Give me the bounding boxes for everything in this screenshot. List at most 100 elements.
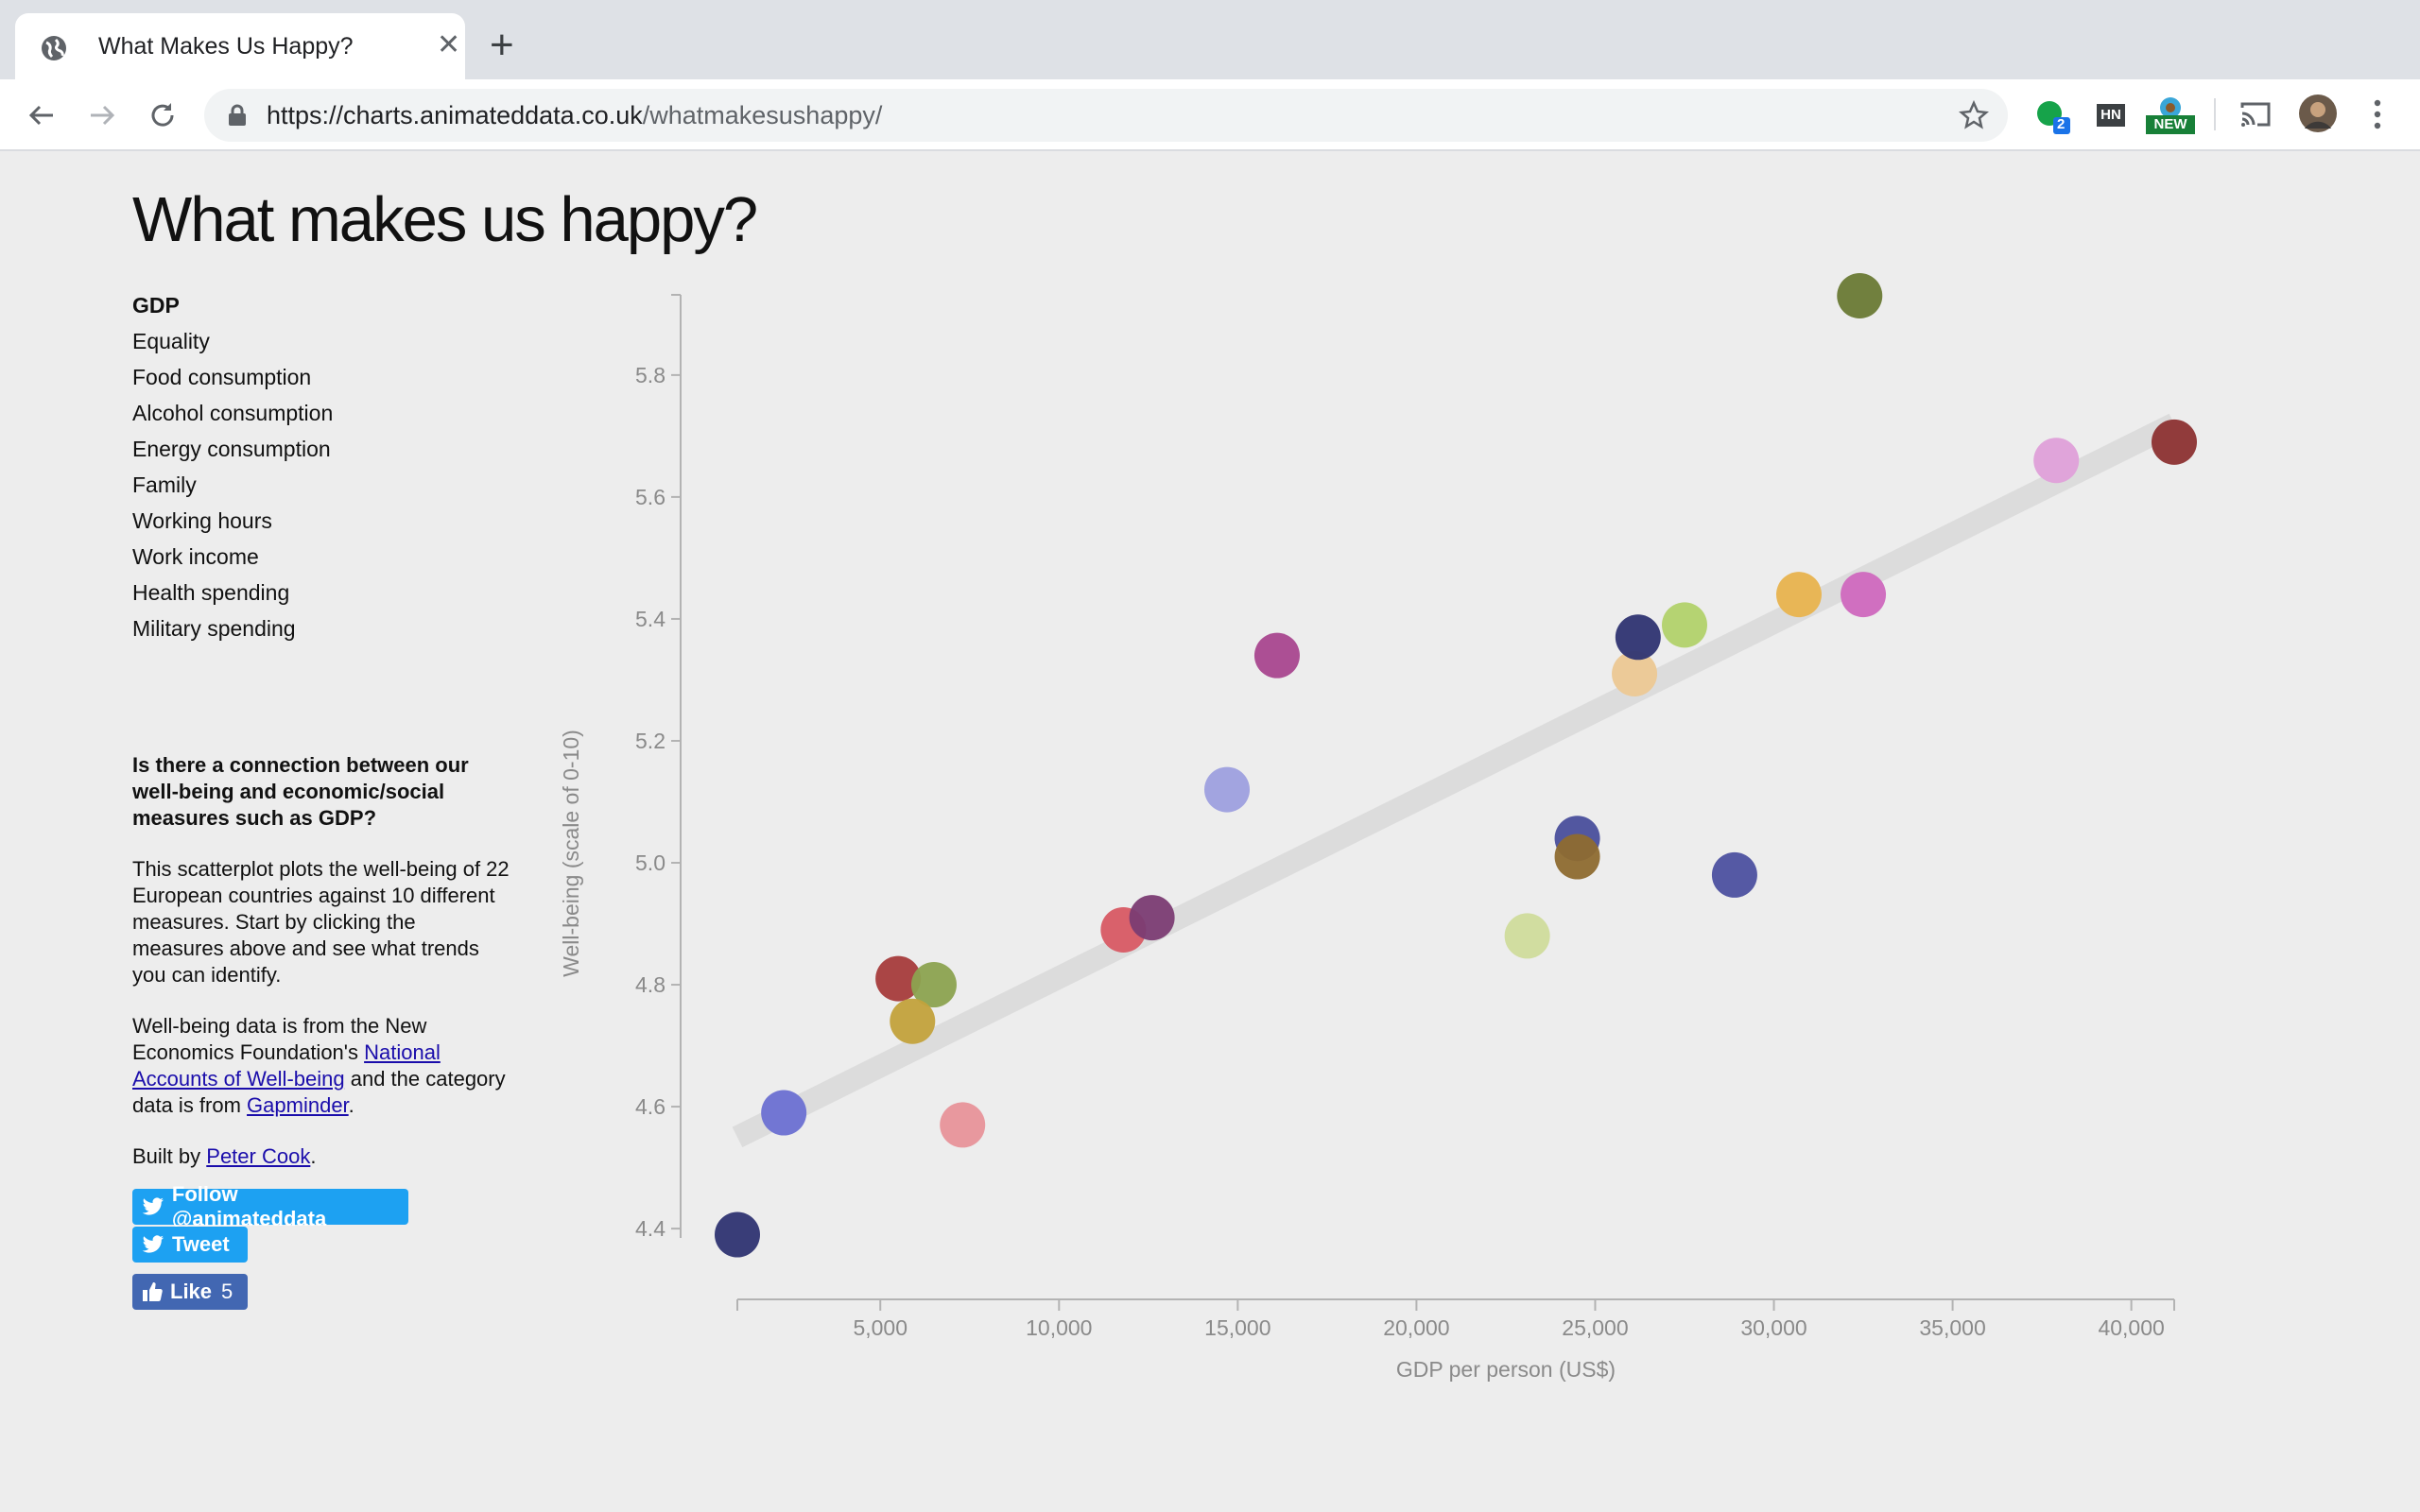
info-heading: Is there a connection between our well-b… [132, 753, 469, 830]
measure-item-working-hours[interactable]: Working hours [132, 508, 272, 533]
lock-icon [229, 104, 246, 126]
data-point [1711, 851, 1757, 898]
toolbar-divider [2214, 98, 2216, 130]
twitter-icon [142, 1235, 164, 1253]
tweet-label: Tweet [172, 1232, 230, 1256]
y-tick-label: 5.4 [635, 607, 666, 631]
y-tick-label: 5.2 [635, 729, 666, 753]
x-tick-label: 25,000 [1562, 1315, 1628, 1340]
tab-title: What Makes Us Happy? [98, 33, 354, 60]
follow-label: Follow @animateddata [171, 1182, 327, 1230]
data-point [1841, 572, 1887, 618]
cast-icon[interactable] [2238, 100, 2273, 133]
avatar[interactable] [2299, 94, 2337, 137]
sources-text-b: and the category data is from [132, 1067, 506, 1117]
new-tab-icon[interactable]: + [490, 22, 514, 68]
x-tick-label: 15,000 [1204, 1315, 1270, 1340]
hn-extension-icon[interactable]: HN [2097, 104, 2125, 127]
bookmark-star-icon[interactable] [1959, 100, 1989, 130]
like-count: 5 [221, 1280, 233, 1303]
measure-item-food-consumption[interactable]: Food consumption [132, 365, 312, 389]
browser-tab[interactable]: What Makes Us Happy? ✕ [15, 13, 465, 79]
measure-item-work-income[interactable]: Work income [132, 544, 259, 569]
data-point [2152, 419, 2197, 465]
close-tab-icon[interactable]: ✕ [437, 29, 461, 60]
extension-badge: 2 [2057, 116, 2066, 132]
back-icon[interactable] [23, 96, 60, 134]
measure-item-energy-consumption[interactable]: Energy consumption [132, 437, 331, 461]
x-tick-label: 30,000 [1740, 1315, 1806, 1340]
hn-label: HN [2097, 104, 2125, 127]
data-point [1554, 833, 1600, 880]
globe-extension-icon[interactable]: NEW [2146, 94, 2195, 134]
measure-item-health-spending[interactable]: Health spending [132, 580, 290, 605]
data-point [761, 1090, 807, 1136]
data-point [890, 998, 936, 1044]
data-point [910, 962, 957, 1008]
x-tick-label: 40,000 [2098, 1315, 2164, 1340]
x-tick-label: 10,000 [1026, 1315, 1092, 1340]
trend-line [732, 413, 2180, 1148]
x-tick-label: 35,000 [1919, 1315, 1985, 1340]
new-badge: NEW [2146, 115, 2195, 134]
page-title: What makes us happy? [132, 184, 758, 255]
green-dot-extension-icon[interactable]: 2 [2034, 98, 2072, 141]
url-host: https://charts.animateddata.co.uk [267, 101, 643, 129]
info-panel: Is there a connection between our well-b… [132, 752, 510, 1194]
info-paragraph-sources: Well-being data is from the New Economic… [132, 1013, 510, 1119]
data-point [1837, 273, 1883, 318]
like-button[interactable]: Like 5 [132, 1274, 248, 1310]
data-point [1129, 895, 1175, 941]
sources-text-a: Well-being data is from the New Economic… [132, 1014, 427, 1064]
info-paragraph-intro: This scatterplot plots the well-being of… [132, 857, 510, 987]
y-tick-label: 4.4 [635, 1216, 666, 1241]
author-link[interactable]: Peter Cook [206, 1144, 311, 1168]
scatter-chart: 4.4 4.6 4.8 5.0 5.2 5.4 5.6 5.8 Well-being (scal… [559, 273, 2197, 1382]
info-paragraph-credit: Built by Peter Cook. [132, 1143, 510, 1170]
measure-item-military-spending[interactable]: Military spending [132, 616, 296, 641]
measure-item-equality[interactable]: Equality [132, 329, 210, 353]
measure-list: GDP Equality Food consumption Alcohol consu… [132, 287, 333, 646]
follow-button[interactable]: Follow @animateddata [132, 1182, 408, 1230]
measure-item-family[interactable]: Family [132, 472, 197, 497]
data-point [1253, 632, 1300, 679]
tab-bar: What Makes Us Happy? ✕ + [0, 0, 2420, 79]
url-path: /whatmakesushappy/ [642, 101, 883, 129]
data-point [940, 1102, 986, 1148]
gapminder-link[interactable]: Gapminder [247, 1093, 349, 1117]
menu-dots-icon[interactable] [2369, 98, 2386, 135]
y-tick-label: 4.8 [635, 972, 666, 997]
y-tick-label: 5.6 [635, 485, 666, 509]
credit-text-a: Built by [132, 1144, 207, 1168]
x-axis-label: GDP per person (US$) [1396, 1357, 1616, 1382]
measure-item-gdp[interactable]: GDP [132, 293, 180, 318]
y-axis-label: Well-being (scale of 0-10) [559, 730, 583, 977]
data-point [1615, 614, 1661, 661]
twitter-icon [142, 1197, 164, 1215]
address-bar[interactable]: https://charts.animateddata.co.uk/whatma… [204, 89, 2008, 142]
measure-item-alcohol-consumption[interactable]: Alcohol consumption [132, 401, 334, 425]
credit-text-b: . [310, 1144, 317, 1168]
data-point [1504, 913, 1550, 959]
data-point [1661, 602, 1707, 648]
data-point [1612, 651, 1658, 696]
y-tick-label: 4.6 [635, 1094, 666, 1119]
thumbs-up-icon [143, 1282, 163, 1301]
reload-icon[interactable] [144, 96, 182, 134]
y-tick-label: 5.8 [635, 363, 666, 387]
data-point [875, 955, 922, 1002]
like-label: Like [170, 1280, 213, 1303]
data-point [1204, 766, 1251, 813]
x-tick-label: 20,000 [1383, 1315, 1449, 1340]
tweet-button[interactable]: Tweet [132, 1227, 248, 1263]
globe-icon [42, 36, 66, 60]
nawb-link[interactable]: National Accounts of Well-being [132, 1040, 441, 1091]
data-point [2033, 438, 2080, 484]
data-point [715, 1211, 760, 1258]
forward-icon[interactable] [83, 96, 121, 134]
url-text: https://charts.animateddata.co.uk/whatma… [267, 99, 882, 131]
data-point [1775, 572, 1822, 618]
sources-text-c: . [348, 1093, 354, 1117]
browser-toolbar: https://charts.animateddata.co.uk/whatma… [0, 79, 2420, 151]
y-tick-label: 5.0 [635, 850, 666, 875]
